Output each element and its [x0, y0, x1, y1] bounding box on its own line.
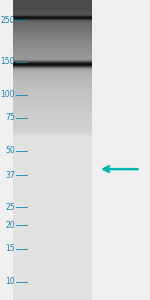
- Text: 75: 75: [5, 113, 15, 122]
- Text: 37: 37: [5, 171, 15, 180]
- Text: 10: 10: [5, 278, 15, 286]
- Text: 150: 150: [0, 57, 15, 66]
- FancyBboxPatch shape: [93, 0, 150, 300]
- Text: 20: 20: [5, 221, 15, 230]
- Text: 25: 25: [5, 203, 15, 212]
- Text: 15: 15: [5, 244, 15, 253]
- Text: 250: 250: [0, 16, 15, 25]
- Text: 100: 100: [0, 90, 15, 99]
- Text: 50: 50: [5, 146, 15, 155]
